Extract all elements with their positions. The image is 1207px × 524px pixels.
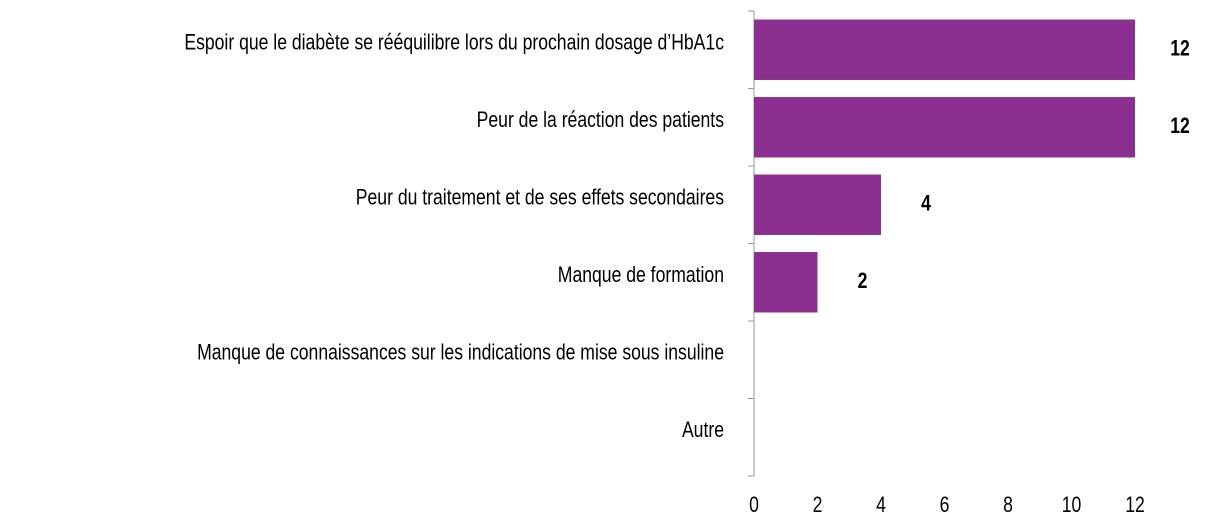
bar (754, 19, 1135, 80)
category-label: Peur du traitement et de ses effets seco… (356, 186, 724, 210)
value-label: 12 (1170, 114, 1190, 138)
x-tick-label: 4 (876, 493, 886, 517)
x-tick-label: 0 (749, 493, 759, 517)
category-label: Autre (682, 418, 724, 442)
x-tick-label: 12 (1125, 493, 1145, 517)
category-label: Espoir que le diabète se rééquilibre lor… (184, 31, 724, 55)
value-label: 2 (858, 269, 868, 293)
bar (754, 97, 1135, 158)
bar (754, 174, 881, 235)
value-label: 12 (1170, 37, 1190, 61)
x-tick-label: 8 (1003, 493, 1013, 517)
x-tick-label: 10 (1062, 493, 1082, 517)
category-label: Peur de la réaction des patients (477, 108, 724, 132)
x-tick-label: 2 (813, 493, 823, 517)
value-label: 4 (921, 192, 931, 216)
x-tick-label: 6 (940, 493, 950, 517)
category-label: Manque de formation (558, 263, 724, 287)
bar (754, 252, 818, 313)
category-label: Manque de connaissances sur les indicati… (197, 341, 724, 365)
